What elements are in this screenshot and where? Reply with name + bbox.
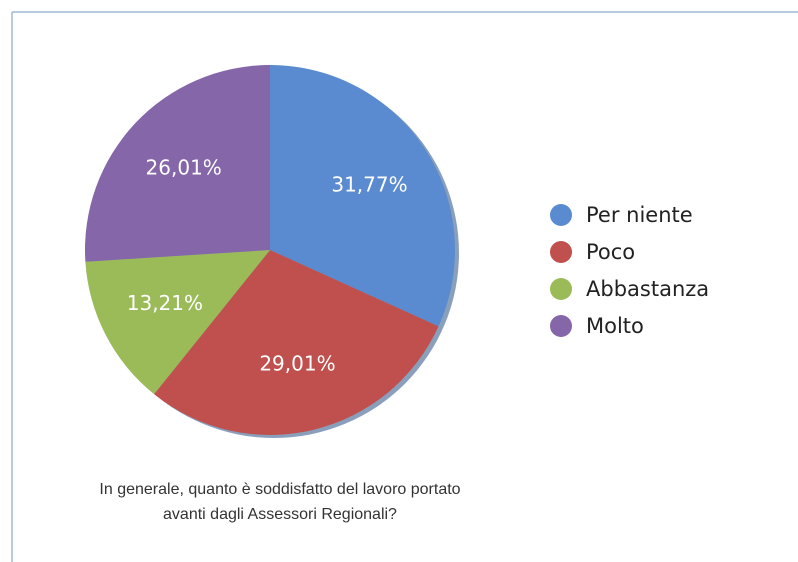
legend-swatch: [550, 278, 572, 300]
pie-slice: [85, 250, 270, 395]
legend-label: Per niente: [586, 203, 693, 227]
legend-swatch: [550, 315, 572, 337]
pie-slice: [84, 65, 270, 262]
pie-slice: [270, 65, 455, 327]
legend-swatch: [550, 204, 572, 226]
legend-label: Molto: [586, 314, 644, 338]
data-label: 13,21%: [127, 291, 203, 315]
legend-label: Abbastanza: [586, 277, 709, 301]
pie-slice: [154, 250, 439, 436]
legend-swatch: [550, 241, 572, 263]
data-label: 31,77%: [331, 172, 407, 196]
chart-caption: In generale, quanto è soddisfatto del la…: [99, 481, 461, 523]
data-label: 26,01%: [146, 155, 222, 179]
legend-label: Poco: [586, 240, 635, 264]
data-label: 29,01%: [259, 352, 335, 376]
